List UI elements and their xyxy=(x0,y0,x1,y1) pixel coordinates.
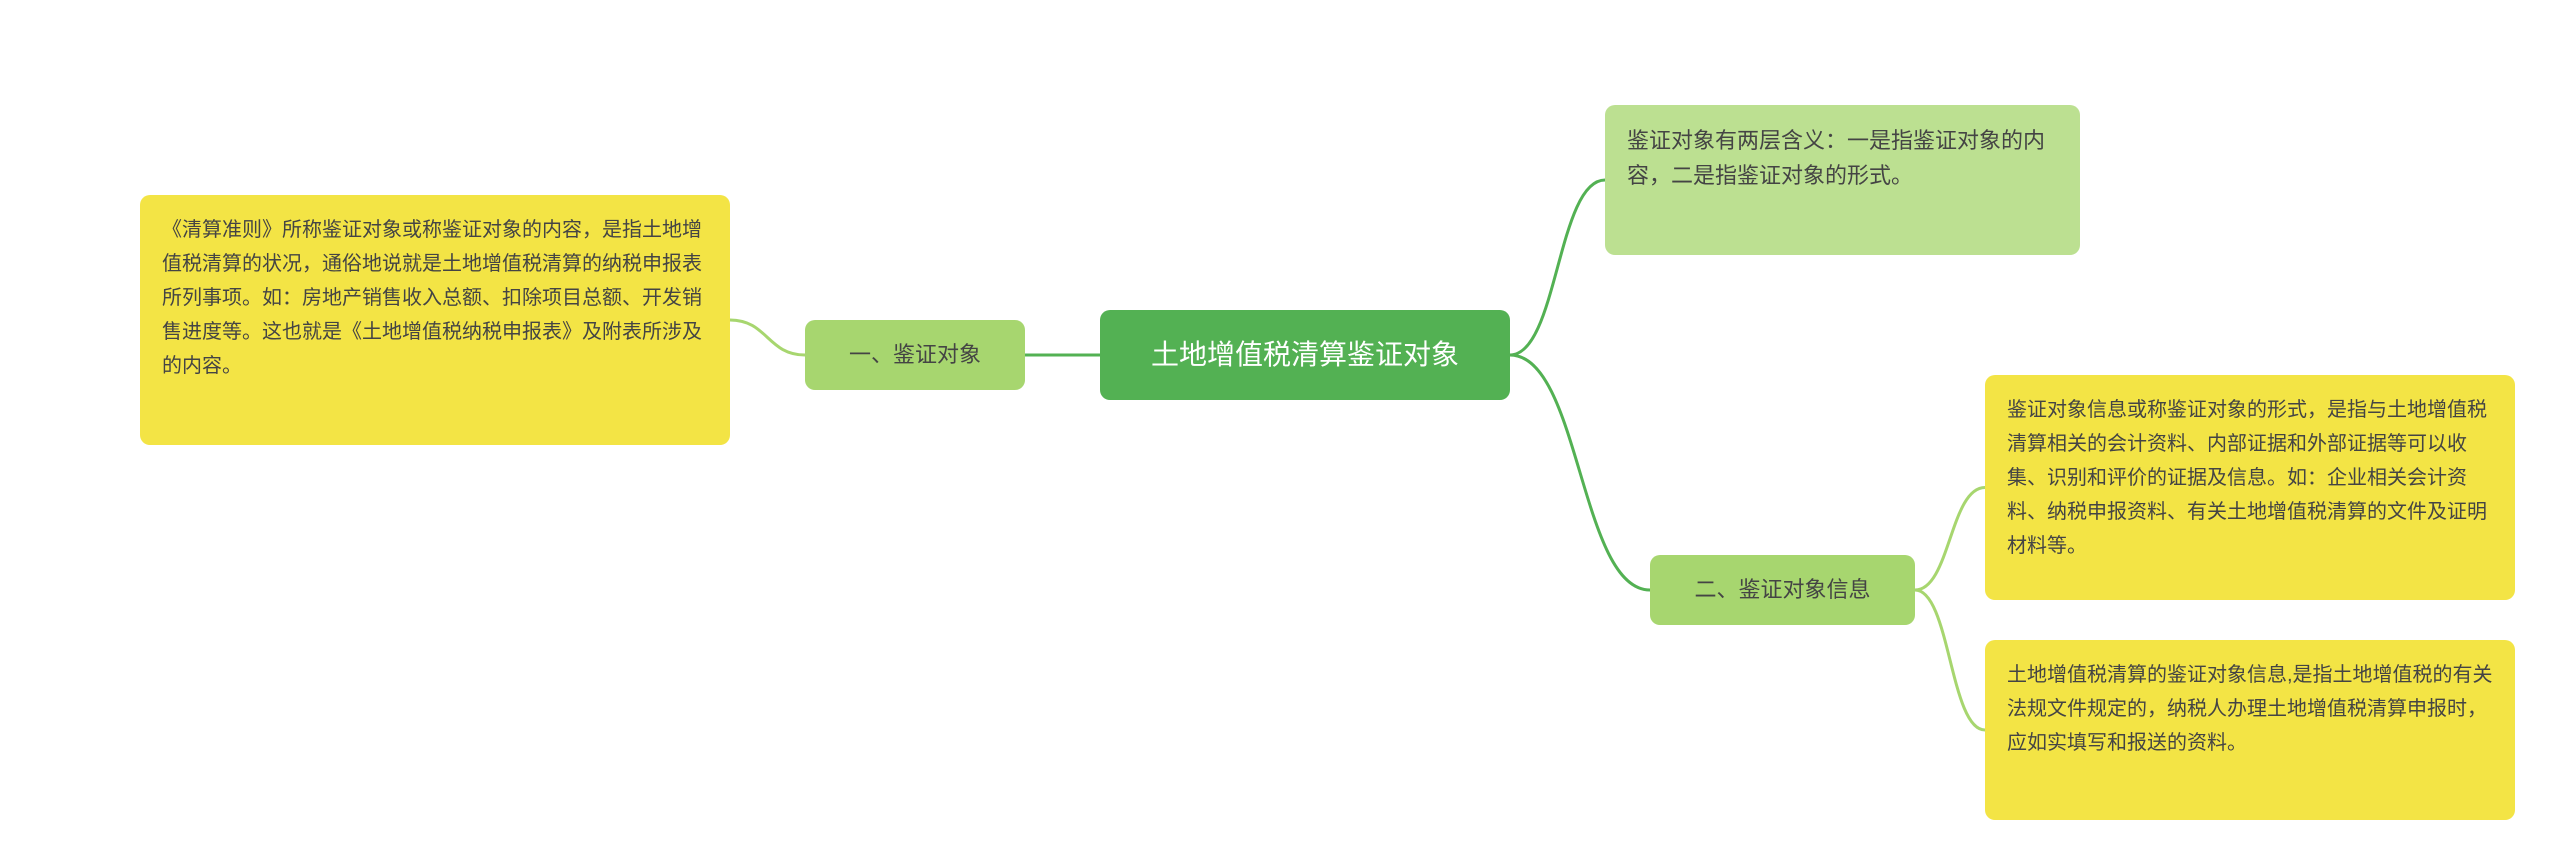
leaf-node-mid-right: 鉴证对象信息或称鉴证对象的形式，是指与土地增值税清算相关的会计资料、内部证据和外… xyxy=(1985,375,2515,600)
branch-node-right-info: 二、鉴证对象信息 xyxy=(1650,555,1915,625)
root-node: 土地增值税清算鉴证对象 xyxy=(1100,310,1510,400)
branch-node-left: 一、鉴证对象 xyxy=(805,320,1025,390)
leaf-node-left: 《清算准则》所称鉴证对象或称鉴证对象的内容，是指土地增值税清算的状况，通俗地说就… xyxy=(140,195,730,445)
leaf-node-bottom-right: 土地增值税清算的鉴证对象信息,是指土地增值税的有关法规文件规定的，纳税人办理土地… xyxy=(1985,640,2515,820)
leaf-node-top-right: 鉴证对象有两层含义：一是指鉴证对象的内容，二是指鉴证对象的形式。 xyxy=(1605,105,2080,255)
